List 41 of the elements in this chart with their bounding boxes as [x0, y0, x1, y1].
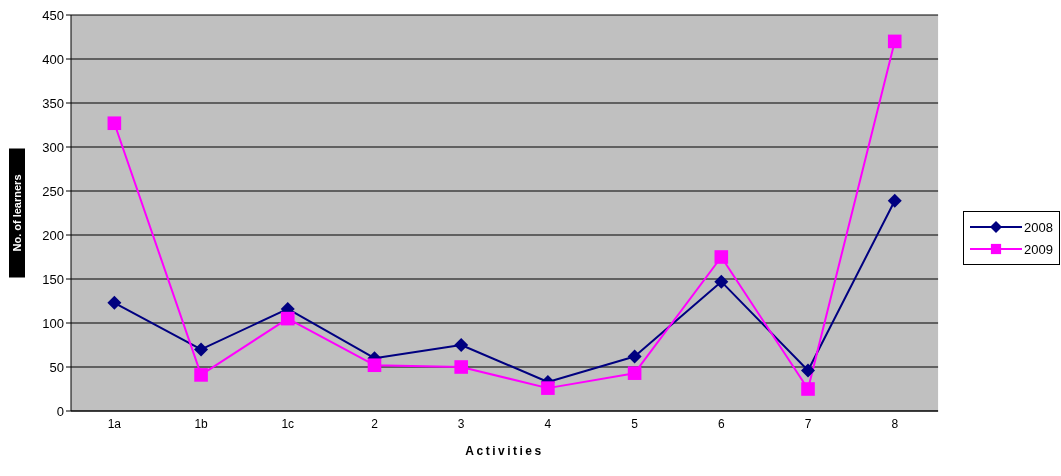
- legend-label: 2009: [1024, 241, 1053, 257]
- point: [627, 366, 642, 380]
- x-axis-title: Activities: [465, 444, 544, 458]
- point: [280, 311, 295, 326]
- y-tick-label: 200: [42, 227, 64, 243]
- y-tick-label: 50: [49, 359, 64, 375]
- point: [714, 274, 729, 289]
- point: [367, 358, 382, 373]
- point: [107, 116, 122, 131]
- point: [887, 34, 902, 49]
- y-tick-label: 0: [56, 403, 64, 419]
- x-tick-label: 4: [544, 416, 552, 431]
- point: [194, 368, 208, 382]
- x-tick-label: 1b: [194, 416, 209, 431]
- y-tick-label: 100: [42, 315, 64, 331]
- point: [107, 295, 122, 310]
- x-tick-label: 2: [371, 416, 379, 431]
- y-tick-label: 250: [42, 183, 64, 199]
- x-tick-label: 1a: [107, 416, 122, 431]
- y-axis-title: No. of learners: [11, 174, 23, 252]
- point: [194, 342, 209, 357]
- x-tick-label: 3: [457, 416, 465, 431]
- x-tick-label: 5: [631, 416, 639, 431]
- point: [627, 349, 642, 364]
- point: [887, 193, 902, 208]
- point: [801, 363, 816, 378]
- x-tick-label: 8: [891, 416, 899, 431]
- x-tick-label: 1c: [281, 416, 295, 431]
- point: [541, 381, 555, 395]
- point: [454, 338, 469, 352]
- y-tick-label: 350: [42, 95, 64, 111]
- point: [801, 382, 815, 396]
- y-tick-label: 450: [42, 7, 64, 23]
- legend-label: 2008: [1024, 219, 1053, 235]
- y-tick-label: 150: [42, 271, 64, 287]
- y-tick-label: 300: [42, 139, 64, 155]
- x-tick-label: 7: [804, 416, 812, 431]
- point: [454, 360, 468, 374]
- x-tick-label: 6: [717, 416, 725, 431]
- point: [714, 250, 729, 264]
- y-tick-label: 400: [42, 51, 64, 67]
